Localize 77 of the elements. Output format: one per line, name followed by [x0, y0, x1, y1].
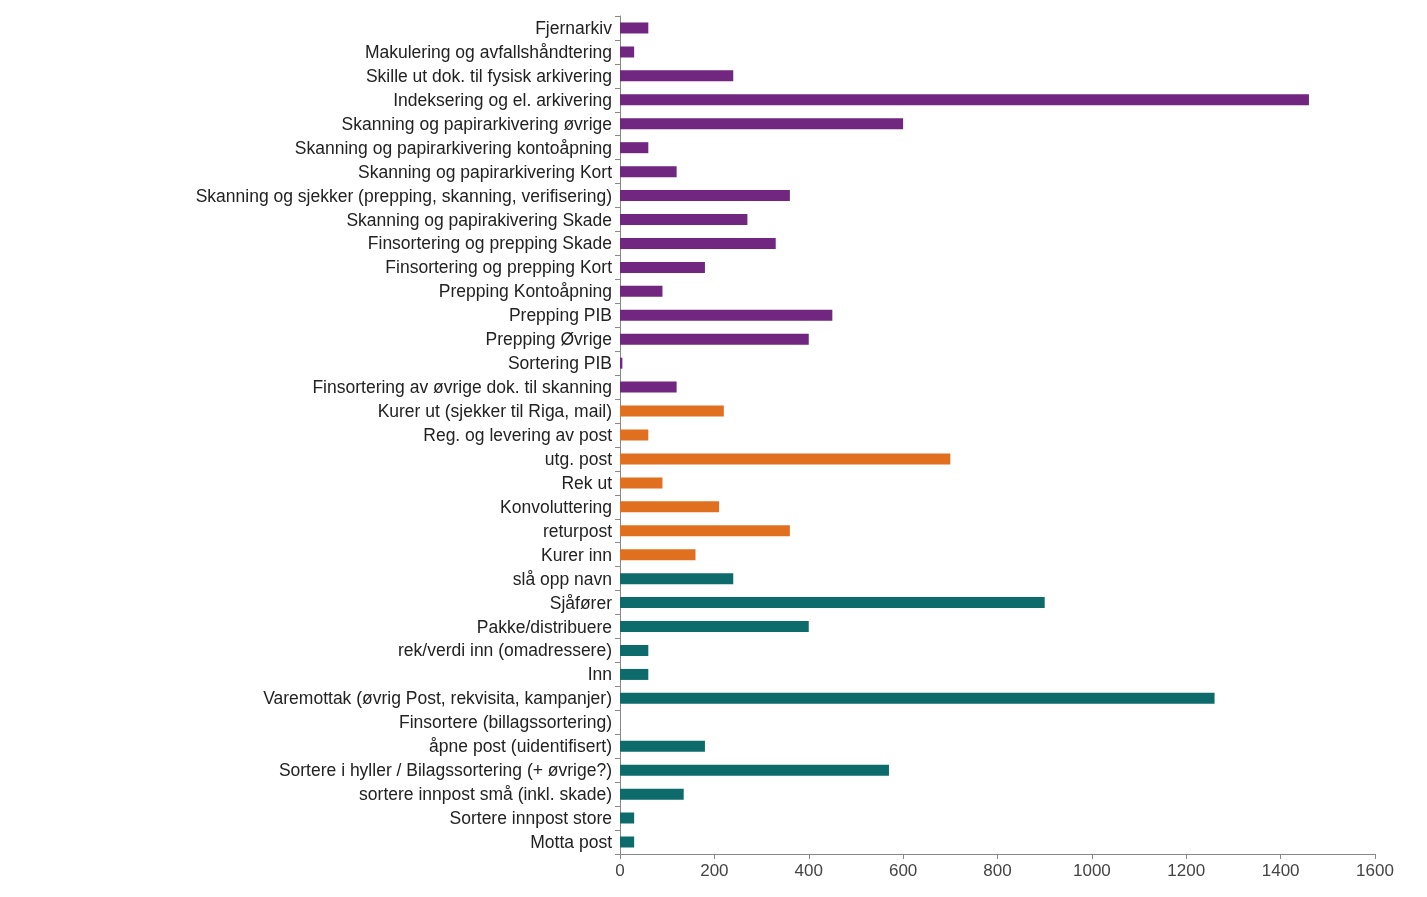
- y-tick-label: Finsortering av øvrige dok. til skanning: [312, 377, 612, 398]
- y-tick-label: Sortering PIB: [507, 353, 612, 374]
- bar: [620, 118, 904, 130]
- bar: [620, 692, 1215, 704]
- y-tick-label: slå opp navn: [512, 568, 612, 589]
- bar: [620, 597, 1045, 609]
- y-tick-label: Fjernarkiv: [535, 17, 613, 38]
- x-tick-label: 1600: [1356, 861, 1394, 880]
- bar: [620, 309, 833, 321]
- y-tick-label: Sortere innpost store: [449, 808, 612, 829]
- y-tick-label: Prepping Kontoåpning: [438, 281, 612, 302]
- bar: [620, 190, 790, 202]
- y-tick-label: Reg. og levering av post: [423, 425, 613, 445]
- y-tick-label: Prepping Øvrige: [485, 329, 612, 350]
- bar: [620, 237, 776, 249]
- bar: [620, 668, 649, 680]
- y-tick-label: Skanning og sjekker (prepping, skanning, verifisering): [195, 185, 612, 206]
- bar: [620, 261, 705, 273]
- bar: [620, 501, 720, 513]
- bar: [620, 740, 705, 752]
- y-tick-label: Makulering og avfallshåndtering: [364, 41, 612, 62]
- bar: [620, 549, 696, 561]
- bar: [620, 764, 889, 776]
- bar: [620, 333, 809, 345]
- bar: [620, 405, 724, 417]
- x-tick-label: 400: [794, 861, 823, 880]
- bar: [620, 525, 790, 537]
- y-tick-label: sortere innpost små (inkl. skade): [359, 784, 612, 805]
- bar: [620, 621, 809, 633]
- y-tick-label: Pakke/distribuere: [476, 616, 612, 637]
- bar: [620, 142, 649, 154]
- y-tick-label: utg. post: [544, 448, 613, 469]
- y-tick-label: rek/verdi inn (omadressere): [398, 640, 612, 661]
- bar: [620, 94, 1309, 106]
- y-tick-label: Motta post: [530, 832, 613, 853]
- y-tick-label: Finsortering og prepping Kort: [385, 257, 613, 278]
- x-tick-label: 800: [983, 861, 1012, 880]
- y-tick-label: Skanning og papirarkivering øvrige: [341, 113, 612, 134]
- y-tick-label: åpne post (uidentifisert): [429, 736, 612, 757]
- y-tick-label: Skille ut dok. til fysisk arkivering: [365, 65, 612, 86]
- bar: [620, 285, 663, 297]
- y-tick-label: Skanning og papirarkivering kontoåpning: [294, 137, 612, 158]
- bar: [620, 70, 734, 82]
- y-tick-label: Finsortere (billagssortering): [399, 712, 612, 733]
- x-tick-label: 600: [888, 861, 918, 880]
- y-tick-label: Sjåfører: [549, 592, 613, 613]
- bar: [620, 477, 663, 489]
- y-tick-label: Finsortering og prepping Skade: [367, 233, 612, 254]
- bar: [620, 381, 677, 393]
- y-tick-label: Varemottak (øvrig Post, rekvisita, kampanjer): [263, 688, 612, 709]
- bar: [620, 214, 748, 226]
- bar: [620, 166, 677, 178]
- bar: [620, 429, 649, 441]
- y-tick-label: Konvoluttering: [500, 496, 612, 517]
- y-tick-label: Kurer inn: [540, 544, 612, 565]
- x-tick-label: 1000: [1072, 861, 1111, 880]
- x-tick-label: 1200: [1167, 861, 1206, 880]
- bar: [620, 573, 734, 585]
- y-tick-label: Prepping PIB: [508, 305, 612, 326]
- bar: [620, 644, 649, 656]
- y-tick-label: Inn: [587, 664, 612, 685]
- y-tick-label: returpost: [542, 520, 613, 541]
- bar: [620, 22, 649, 34]
- y-tick-label: Skanning og papirakivering Skade: [346, 209, 612, 230]
- y-tick-label: Skanning og papirarkivering Kort: [358, 161, 613, 182]
- bar: [620, 46, 635, 58]
- y-tick-label: Indeksering og el. arkivering: [393, 89, 612, 110]
- bar: [620, 788, 684, 800]
- bar: [620, 453, 951, 465]
- y-tick-label: Kurer ut (sjekker til Riga, mail): [377, 401, 612, 422]
- bar: [620, 836, 635, 848]
- y-tick-label: Sortere i hyller / Bilagssortering (+ øvrige?): [278, 760, 612, 781]
- x-tick-label: 0: [615, 861, 625, 880]
- x-tick-label: 1400: [1261, 861, 1300, 880]
- y-tick-label: Rek ut: [561, 472, 613, 493]
- bar: [620, 812, 635, 824]
- x-tick-label: 200: [700, 861, 729, 880]
